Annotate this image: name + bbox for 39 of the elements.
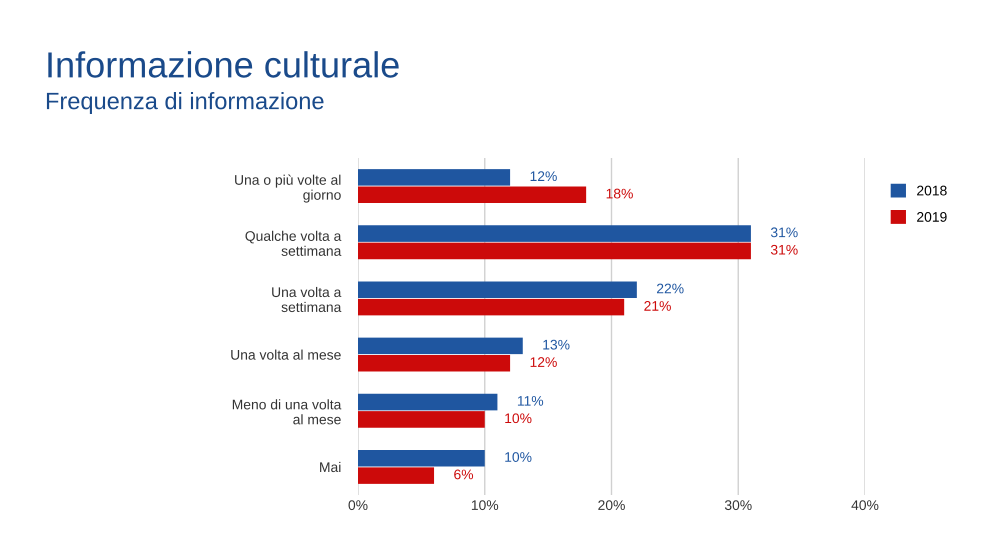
chart-subtitle: Frequenza di informazione <box>46 92 324 114</box>
x-tick-label: 0% <box>348 500 368 510</box>
bar <box>358 394 498 410</box>
chart-title: Informazione culturale <box>48 51 399 78</box>
y-tick-label: Meno di una volta al mese <box>232 399 342 424</box>
data-label: 13% <box>543 340 570 350</box>
bar <box>358 169 510 186</box>
x-tick-label: 30% <box>724 500 752 510</box>
data-label: 10% <box>505 452 532 462</box>
data-label: 18% <box>606 188 633 199</box>
bar <box>358 298 624 316</box>
y-tick-label: Mai <box>320 462 340 472</box>
data-label: 10% <box>505 413 532 424</box>
data-label: 12% <box>530 357 557 367</box>
x-tick-label: 10% <box>472 500 498 510</box>
data-label: 22% <box>656 284 684 294</box>
data-label: 21% <box>644 301 671 311</box>
bar <box>358 186 586 204</box>
bar <box>358 281 637 298</box>
bar <box>358 411 485 428</box>
data-label: 31% <box>770 244 798 255</box>
y-tick-label: Una o più volte al giorno <box>235 174 341 203</box>
y-tick-label: Qualche volta a settimana <box>245 230 342 256</box>
x-tick-label: 20% <box>598 500 625 510</box>
bar <box>358 450 485 466</box>
data-label: 31% <box>770 227 798 238</box>
y-tick-label: Una volta al mese <box>231 350 341 360</box>
y-tick-label: Una volta a settimana <box>272 286 342 312</box>
x-tick-label: 40% <box>851 500 878 510</box>
bar <box>358 355 510 372</box>
legend-label: 2018 <box>917 186 947 196</box>
data-label: 12% <box>530 171 557 182</box>
data-label: 11% <box>518 396 544 406</box>
data-label: 6% <box>454 470 474 480</box>
bar <box>358 242 751 260</box>
bar <box>358 467 434 484</box>
legend-label: 2019 <box>917 212 947 222</box>
bar <box>358 338 523 354</box>
bar <box>358 225 751 242</box>
